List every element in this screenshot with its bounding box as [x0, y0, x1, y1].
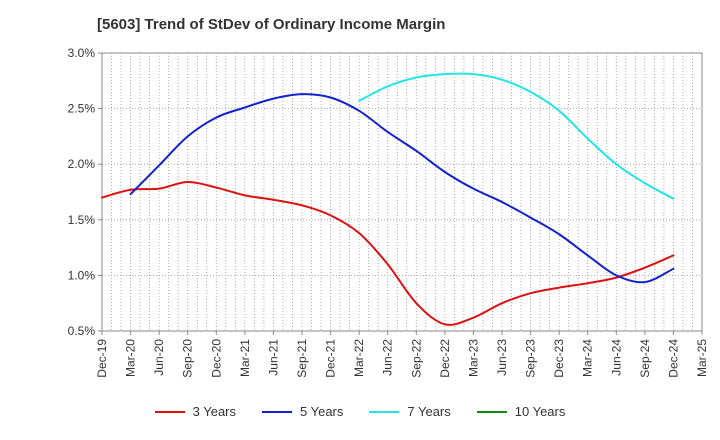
x-tick-label: Jun-24 — [609, 339, 623, 376]
axis-layer — [98, 52, 703, 335]
x-tick-label: Sep-23 — [524, 339, 538, 378]
y-tick-label: 0.5% — [68, 324, 96, 338]
series-line-5-years — [129, 93, 675, 284]
x-tick-label: Dec-22 — [438, 339, 452, 378]
legend-swatch — [154, 410, 185, 413]
plot-frame — [101, 52, 703, 332]
series-line-7-years — [358, 72, 675, 200]
x-tick-label: Mar-24 — [581, 339, 595, 377]
y-tick-label: 2.0% — [68, 157, 96, 171]
legend-item: 5 Years — [262, 404, 343, 419]
x-tick-label: Sep-24 — [638, 339, 652, 378]
x-tick-label: Sep-20 — [181, 339, 195, 378]
legend-label: 10 Years — [514, 404, 566, 419]
series-line-3-years — [101, 180, 675, 326]
x-tick-label: Jun-20 — [152, 339, 166, 376]
legend-swatch — [476, 410, 507, 413]
x-tick-label: Jun-23 — [495, 339, 509, 376]
legend-item: 3 Years — [154, 404, 236, 419]
x-tick-label: Jun-21 — [266, 339, 280, 376]
x-tick-label: Mar-25 — [695, 339, 709, 377]
legend-label: 7 Years — [407, 404, 451, 419]
x-tick-label: Dec-24 — [666, 339, 680, 378]
legend-label: 5 Years — [300, 404, 344, 419]
x-tick-label: Dec-20 — [209, 339, 223, 378]
y-tick-label: 1.0% — [68, 268, 96, 282]
legend-swatch — [262, 410, 292, 413]
legend-item: 10 Years — [476, 404, 566, 419]
y-tick-label: 2.5% — [68, 102, 96, 116]
x-tick-label: Sep-22 — [409, 339, 423, 378]
series-layer — [101, 72, 675, 326]
chart-legend: 3 Years 5 Years 7 Years 10 Years — [0, 404, 720, 419]
y-tick-label: 1.5% — [68, 213, 96, 227]
x-tick-label: Dec-21 — [324, 339, 338, 378]
legend-label: 3 Years — [192, 404, 236, 419]
x-tick-label: Dec-19 — [95, 339, 109, 378]
chart-title: [5603] Trend of StDev of Ordinary Income… — [97, 16, 446, 33]
legend-swatch — [369, 410, 400, 413]
legend-item: 7 Years — [369, 404, 451, 419]
x-tick-label: Mar-22 — [352, 339, 366, 377]
x-tick-label: Sep-21 — [295, 339, 309, 378]
x-tick-label: Mar-21 — [238, 339, 252, 377]
y-tick-label: 3.0% — [68, 46, 96, 60]
x-tick-label: Mar-23 — [466, 339, 480, 377]
x-tick-label: Mar-20 — [124, 339, 138, 377]
x-tick-label: Dec-23 — [552, 339, 566, 378]
grid-layer — [102, 53, 702, 331]
x-tick-label: Jun-22 — [381, 339, 395, 376]
tick-label-layer: 0.5% 1.0% 1.5% 2.0% 2.5% 3.0% Dec-19 Mar-20 Jun-… — [68, 46, 709, 378]
